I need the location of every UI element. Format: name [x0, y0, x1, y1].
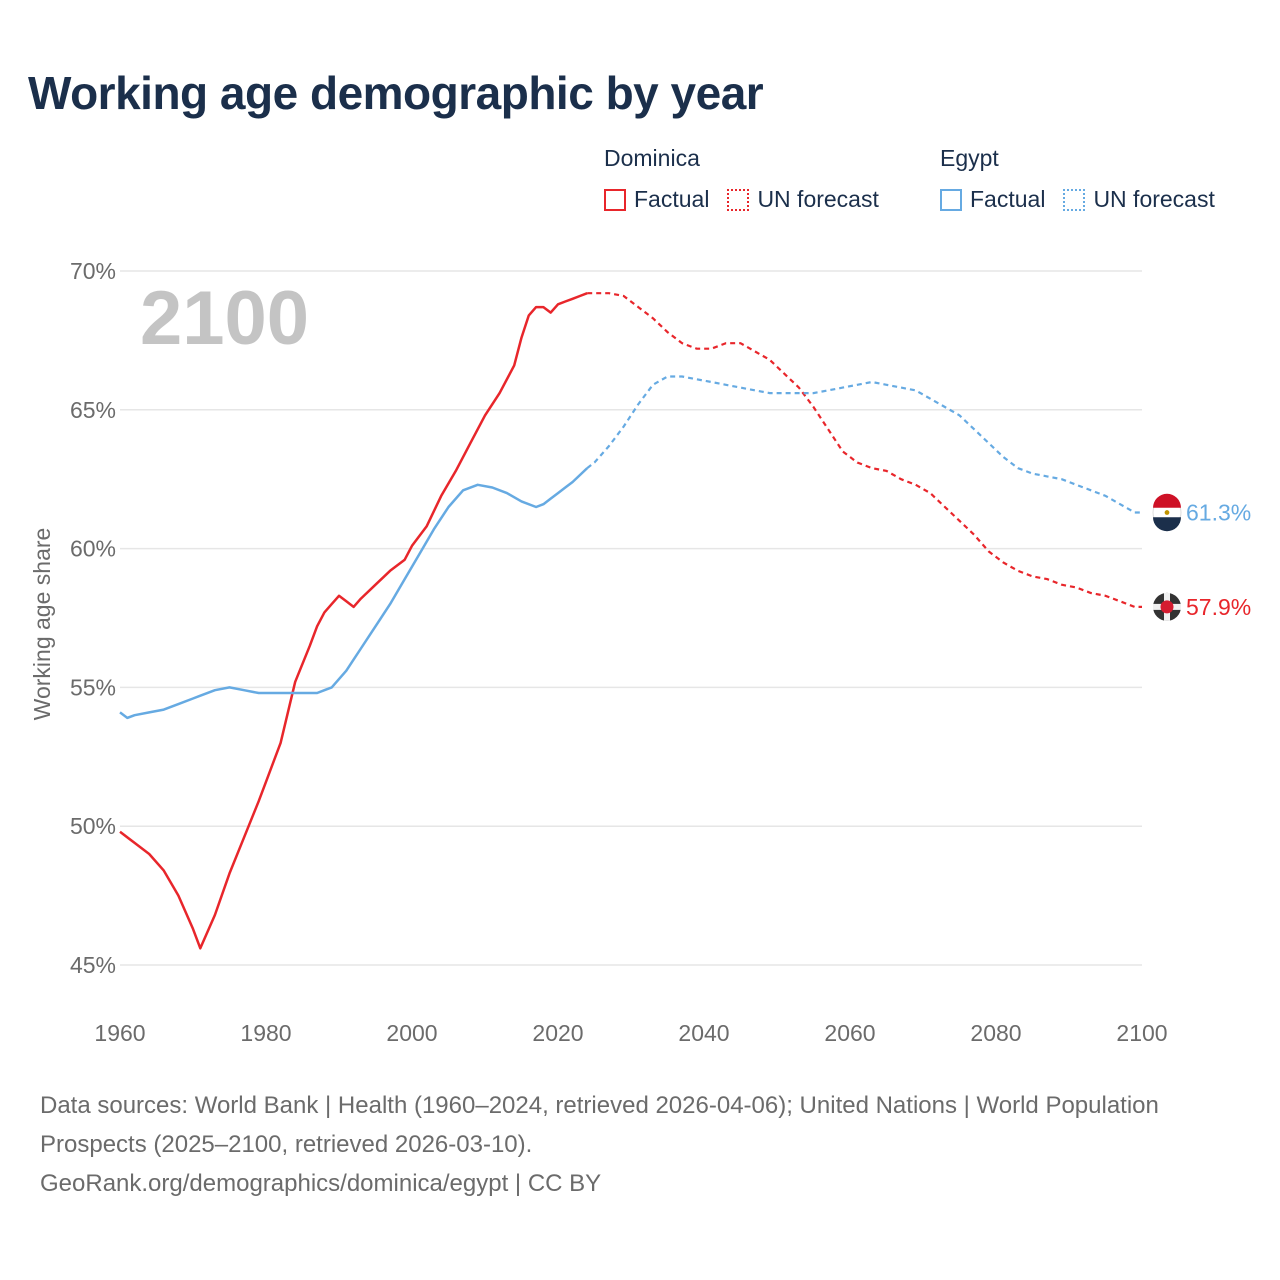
footer-link[interactable]: GeoRank.org/demographics/dominica/egypt … [40, 1170, 602, 1197]
flag-stripe-red [1153, 493, 1181, 508]
x-tick-label: 2020 [532, 1020, 583, 1046]
footer: Data sources: World Bank | Health (1960–… [40, 1086, 1160, 1203]
footer-sources: Data sources: World Bank | Health (1960–… [40, 1092, 1159, 1158]
legend-item-label: Factual [634, 186, 710, 212]
series-line-dominica-forecast [587, 292, 1142, 609]
legend-item-label: Factual [970, 186, 1046, 212]
y-axis-ticks: 45% 50% 55% 60% 65% 70% [70, 258, 116, 978]
flag-dominica-icon [1153, 592, 1181, 621]
legend-swatch-dotted [727, 188, 750, 211]
legend-item-label: UN forecast [1093, 186, 1215, 212]
y-tick-label: 60% [70, 536, 116, 562]
line-chart: 45% 50% 55% 60% 65% 70% 1960 1980 2000 2020 2040 2… [29, 258, 1251, 1046]
y-tick-label: 45% [70, 952, 116, 978]
x-tick-label: 2060 [824, 1020, 875, 1046]
x-axis-ticks: 1960 1980 2000 2020 2040 2060 2080 2100 [94, 1020, 1167, 1046]
end-value-label-dominica: 57.9% [1186, 594, 1251, 620]
legend-group-dominica: Dominica Factual UN forecast [604, 145, 879, 213]
x-tick-label: 2040 [678, 1020, 729, 1046]
series-line-egypt-forecast [586, 375, 1142, 514]
legend-group-label: Egypt [940, 145, 999, 171]
legend-swatch-dotted [1063, 188, 1086, 211]
series-line-dominica-factual [119, 292, 588, 950]
chart-title: Working age demographic by year [28, 67, 764, 119]
x-tick-label: 1960 [94, 1020, 145, 1046]
end-value-label-egypt: 61.3% [1186, 500, 1251, 526]
year-watermark: 2100 [140, 276, 309, 361]
series-lines [119, 292, 1142, 950]
flag-emblem [1164, 510, 1170, 515]
x-tick-label: 2100 [1116, 1020, 1167, 1046]
flag-egypt-icon [1152, 493, 1182, 532]
flag-stripe-black [1153, 517, 1181, 532]
legend-group-label: Dominica [604, 145, 700, 171]
y-tick-label: 65% [70, 397, 116, 423]
legend-item-dominica-forecast[interactable]: UN forecast [727, 186, 879, 213]
x-tick-label: 2080 [970, 1020, 1021, 1046]
gridlines [120, 270, 1142, 966]
flag-disc [1160, 600, 1174, 614]
series-line-egypt-factual [119, 467, 589, 720]
legend-group-egypt: Egypt Factual UN forecast [940, 145, 1215, 213]
x-tick-label: 2000 [386, 1020, 437, 1046]
y-tick-label: 50% [70, 813, 116, 839]
y-axis-label: Working age share [29, 528, 55, 721]
legend-item-label: UN forecast [757, 186, 879, 212]
legend-swatch-solid [940, 188, 962, 211]
x-tick-label: 1980 [240, 1020, 291, 1046]
end-markers: 57.9% 61.3% [1152, 493, 1251, 621]
y-tick-label: 70% [70, 258, 116, 284]
legend-item-egypt-factual[interactable]: Factual [940, 186, 1045, 213]
legend-item-dominica-factual[interactable]: Factual [604, 186, 709, 213]
legend-item-egypt-forecast[interactable]: UN forecast [1063, 186, 1215, 213]
y-tick-label: 55% [70, 674, 116, 700]
legend-swatch-solid [604, 188, 626, 211]
